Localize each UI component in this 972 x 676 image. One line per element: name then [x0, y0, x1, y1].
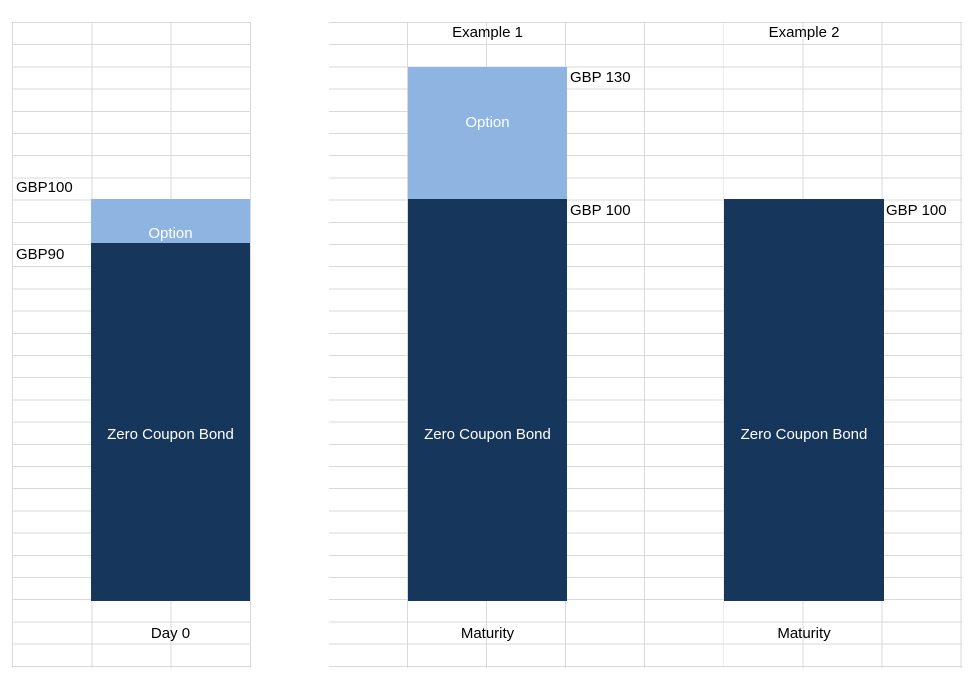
- example1-bond-value-label: GBP 100: [570, 202, 631, 219]
- day0-option-segment-label: Option: [148, 225, 193, 242]
- example1-bond-segment-label: Zero Coupon Bond: [424, 426, 551, 443]
- day0-axis-label: Day 0: [150, 625, 191, 642]
- day0-option-bar-segment: [91, 199, 250, 243]
- day0-bond-value-label: GBP90: [16, 246, 65, 263]
- example1-total-value-label: GBP 130: [570, 69, 631, 86]
- example2-bond-segment-label: Zero Coupon Bond: [740, 426, 868, 443]
- example2-axis-label: Maturity: [777, 625, 831, 642]
- example1-title: Example 1: [452, 24, 523, 41]
- day0-total-value-label: GBP100: [16, 179, 73, 196]
- example1-bond-bar-segment: [408, 199, 567, 601]
- example2-title: Example 2: [768, 24, 840, 41]
- example1-option-bar-segment: [408, 67, 567, 199]
- day0-bond-bar-segment: [91, 243, 250, 601]
- day0-bond-segment-label: Zero Coupon Bond: [107, 426, 234, 443]
- example2-bond-bar-segment: [724, 199, 884, 601]
- example1-axis-label: Maturity: [460, 625, 515, 642]
- example1-option-segment-label: Option: [465, 114, 510, 131]
- example2-total-value-label: GBP 100: [886, 202, 947, 219]
